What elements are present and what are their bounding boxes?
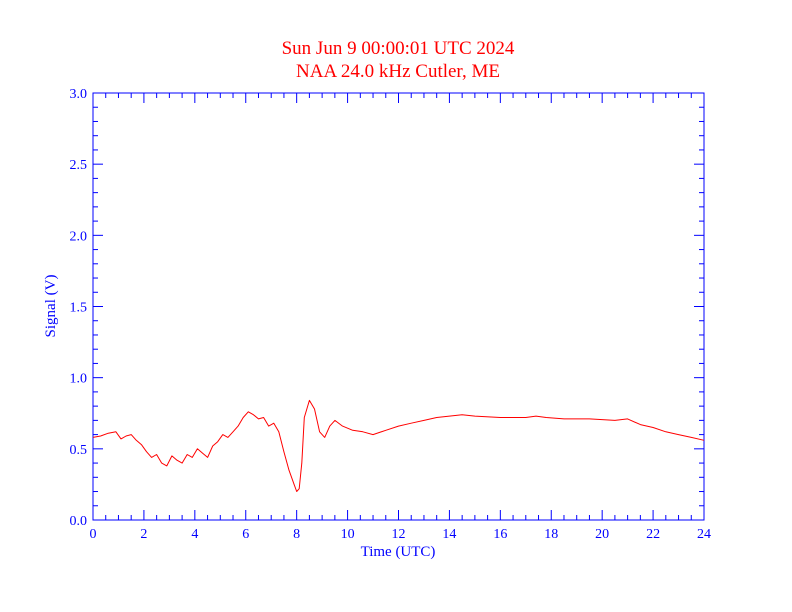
series-group xyxy=(92,399,705,492)
chart-subtitle: NAA 24.0 kHz Cutler, ME xyxy=(296,61,500,82)
x-tick-label: 16 xyxy=(493,527,507,542)
y-tick-label: 1.0 xyxy=(70,372,88,387)
y-tick-label: 2.0 xyxy=(70,229,88,244)
chart-title: Sun Jun 9 00:00:01 UTC 2024 xyxy=(282,38,515,59)
x-tick-label: 22 xyxy=(646,527,660,542)
x-tick-label: 2 xyxy=(140,527,147,542)
plot-frame xyxy=(92,92,705,521)
x-tick-label: 24 xyxy=(697,527,711,542)
x-axis-label: Time (UTC) xyxy=(361,544,436,560)
axis-ticks xyxy=(92,92,705,521)
x-tick-label: 18 xyxy=(544,527,558,542)
x-tick-label: 12 xyxy=(392,527,406,542)
y-tick-label: 0.0 xyxy=(70,514,88,529)
y-tick-labels: 0.0 0.5 1.0 1.5 2.0 2.5 3.0 xyxy=(70,87,88,529)
y-tick-label: 0.5 xyxy=(70,443,88,458)
x-tick-label: 20 xyxy=(595,527,609,542)
x-tick-label: 6 xyxy=(242,527,249,542)
x-tick-labels: 0 2 4 6 8 10 12 14 16 18 20 22 24 xyxy=(90,527,712,542)
y-tick-label: 2.5 xyxy=(70,158,88,173)
x-tick-label: 4 xyxy=(191,527,198,542)
x-tick-label: 10 xyxy=(341,527,355,542)
x-tick-label: 0 xyxy=(90,527,97,542)
y-tick-label: 3.0 xyxy=(70,87,88,102)
x-tick-label: 14 xyxy=(442,527,456,542)
y-axis-label: Signal (V) xyxy=(43,275,59,338)
series-line-1 xyxy=(92,399,705,492)
y-tick-label: 1.5 xyxy=(70,301,88,316)
x-tick-label: 8 xyxy=(293,527,300,542)
